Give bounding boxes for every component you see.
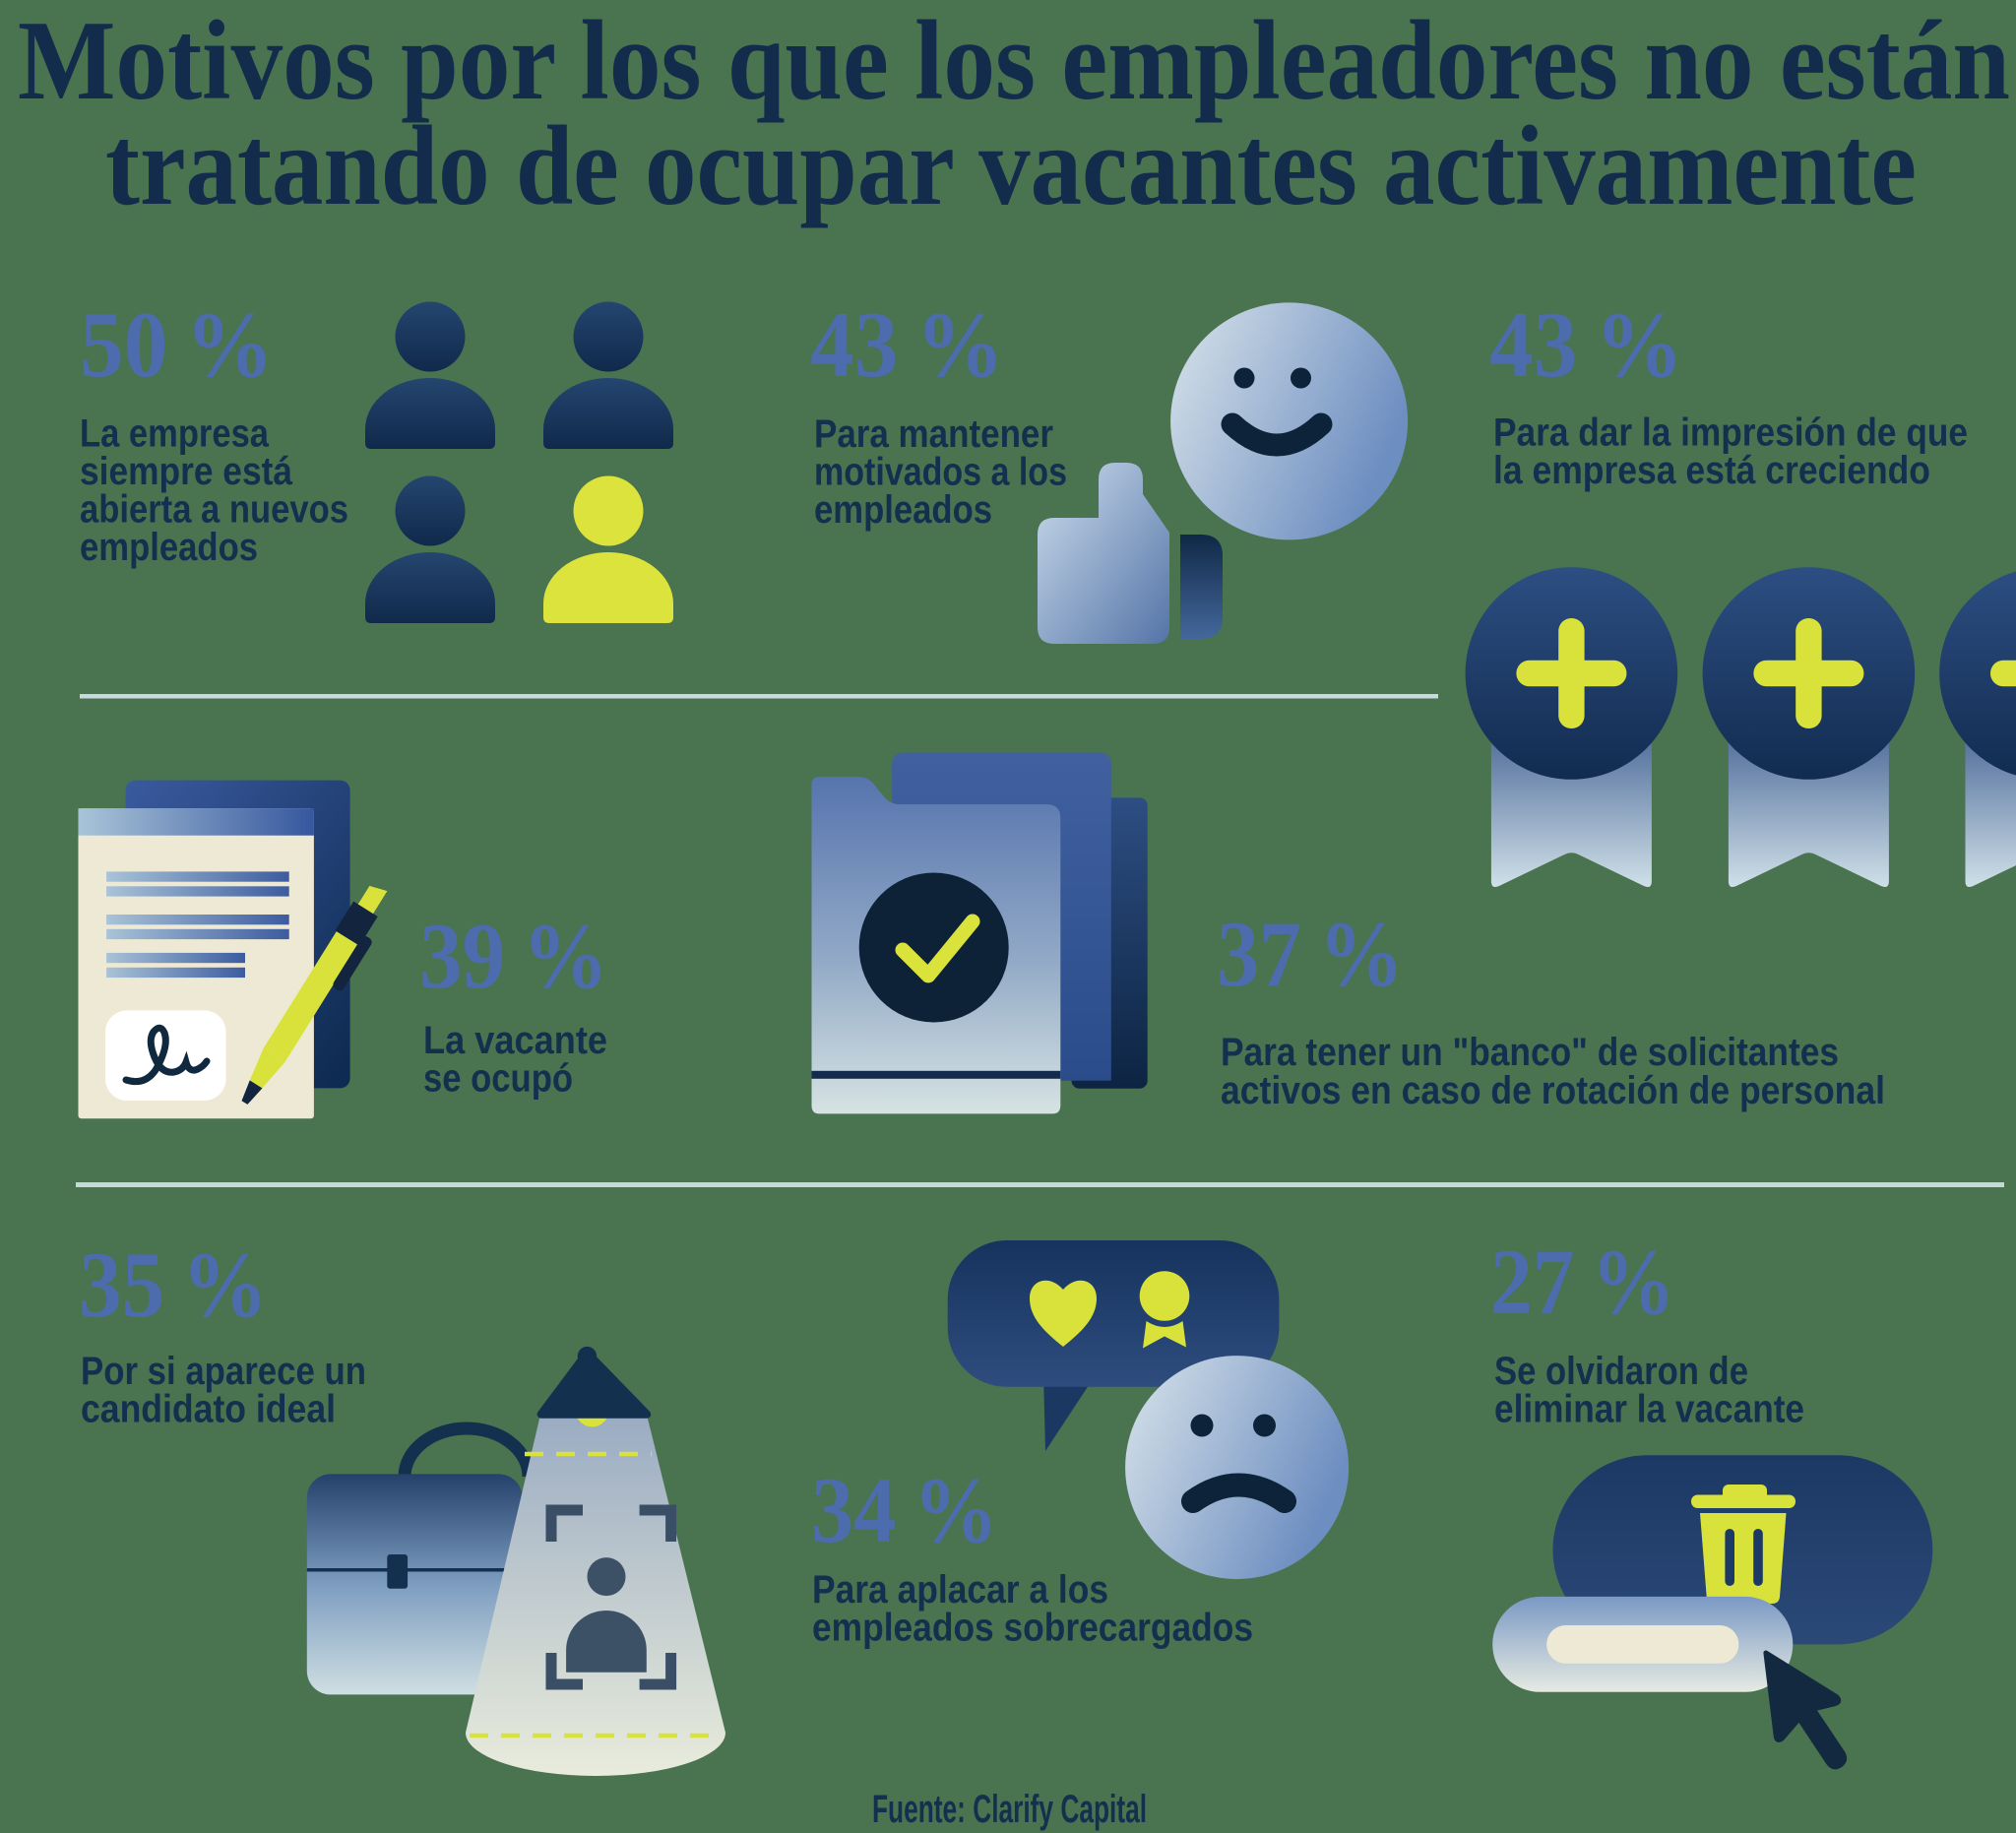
svg-text:La vacante: La vacante	[423, 1019, 607, 1062]
svg-text:27 %: 27 %	[1490, 1230, 1675, 1334]
svg-text:37 %: 37 %	[1217, 902, 1404, 1006]
svg-text:empleados: empleados	[814, 488, 992, 532]
svg-text:43 %: 43 %	[1489, 292, 1683, 397]
svg-text:se ocupó: se ocupó	[423, 1057, 573, 1101]
svg-text:50 %: 50 %	[80, 292, 274, 397]
svg-text:34 %: 34 %	[811, 1458, 998, 1562]
svg-text:39 %: 39 %	[419, 904, 608, 1008]
svg-text:siempre está: siempre está	[80, 450, 293, 493]
svg-text:Para dar la impresión de que: Para dar la impresión de que	[1493, 411, 1968, 455]
svg-text:Para tener un "banco" de solic: Para tener un "banco" de solicitantes	[1221, 1031, 1839, 1074]
svg-text:la empresa está creciendo: la empresa está creciendo	[1493, 449, 1930, 492]
svg-text:Fuente: Clarify Capital: Fuente: Clarify Capital	[872, 1788, 1147, 1831]
svg-text:empleados: empleados	[80, 526, 258, 569]
svg-text:La empresa: La empresa	[80, 412, 270, 456]
svg-text:43 %: 43 %	[810, 292, 1004, 397]
svg-text:Se olvidaron de: Se olvidaron de	[1494, 1350, 1748, 1393]
svg-text:35 %: 35 %	[79, 1233, 268, 1337]
svg-text:eliminar la vacante: eliminar la vacante	[1494, 1387, 1804, 1430]
svg-text:activos en caso de rotación de: activos en caso de rotación de personal	[1221, 1069, 1885, 1112]
svg-text:Motivos por los que los emplea: Motivos por los que los empleadores no e…	[18, 0, 2010, 123]
svg-text:empleados sobrecargados: empleados sobrecargados	[812, 1606, 1253, 1649]
svg-text:candidato ideal: candidato ideal	[81, 1387, 336, 1430]
svg-text:Para aplacar a los: Para aplacar a los	[812, 1568, 1108, 1612]
svg-text:abierta a nuevos: abierta a nuevos	[80, 487, 348, 531]
svg-text:Por si aparece un: Por si aparece un	[81, 1350, 366, 1393]
svg-text:motivados a los: motivados a los	[814, 450, 1067, 493]
svg-text:Para mantener: Para mantener	[814, 412, 1053, 456]
svg-text:tratando de ocupar vacantes ac: tratando de ocupar vacantes activamente	[105, 103, 1917, 228]
